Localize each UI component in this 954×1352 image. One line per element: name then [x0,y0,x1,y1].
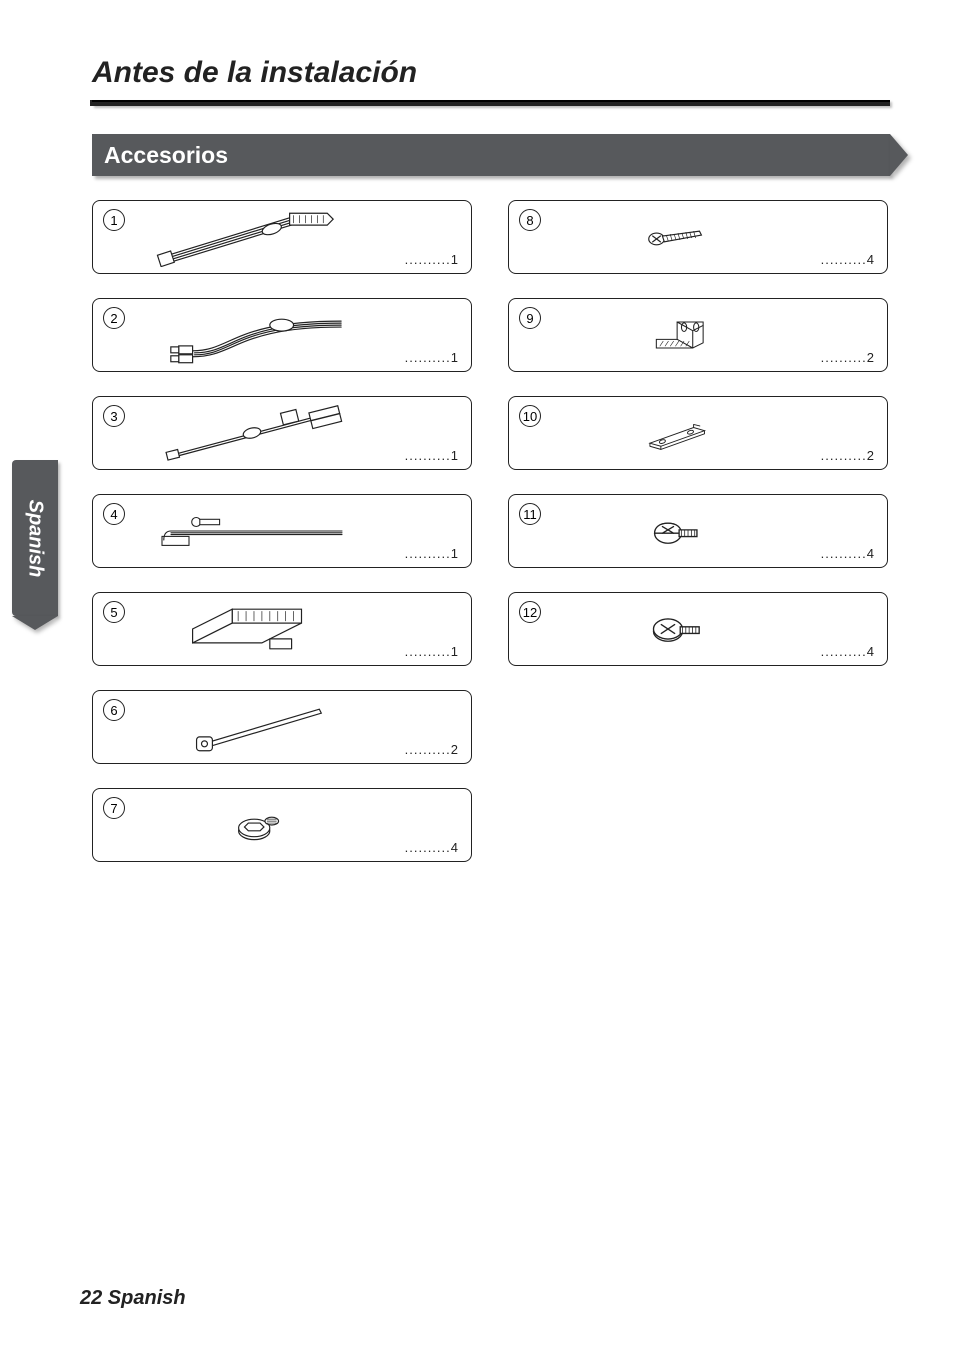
accessory-columns: 1 ..........1 2 [92,200,890,862]
accessory-card: 3 ..........1 [92,396,472,470]
item-qty: ..........4 [821,644,875,659]
flat-cable-icon [153,501,351,561]
item-qty: ..........1 [405,644,459,659]
item-badge: 7 [103,797,125,819]
harness-cable-icon [153,207,351,267]
accessory-card: 11 ..........4 [508,494,888,568]
item-qty: ..........4 [821,252,875,267]
item-badge: 3 [103,405,125,427]
item-badge: 12 [519,601,541,623]
item-qty: ..........1 [405,448,459,463]
item-badge: 2 [103,307,125,329]
section-label: Accesorios [92,142,228,169]
accessory-card: 8 ..........4 [508,200,888,274]
flat-bracket-icon [639,403,717,463]
language-sidetab: Spanish [12,460,58,616]
item-badge: 10 [519,405,541,427]
item-badge: 9 [519,307,541,329]
accessory-card: 10 ..........2 [508,396,888,470]
accessory-card: 5 ..........1 [92,592,472,666]
item-qty: ..........1 [405,350,459,365]
page: Antes de la instalación Accesorios Spani… [0,0,954,1352]
roundhead-screw-icon [639,501,717,561]
page-title: Antes de la instalación [92,56,890,90]
rca-cable-icon [153,305,351,365]
item-badge: 5 [103,601,125,623]
item-qty: ..........2 [821,448,875,463]
mounting-sleeve-icon [153,599,351,659]
accessory-card: 1 ..........1 [92,200,472,274]
sidetab-text: Spanish [24,499,47,577]
accessory-card: 12 ..........4 [508,592,888,666]
item-qty: ..........4 [821,546,875,561]
col-left: 1 ..........1 2 [92,200,472,862]
accessory-card: 2 ..........1 [92,298,472,372]
ext-cable-icon [153,403,351,463]
removal-key-icon [153,697,351,757]
item-badge: 8 [519,209,541,231]
item-qty: ..........1 [405,546,459,561]
accessory-card: 7 ..........4 [92,788,472,862]
item-badge: 11 [519,503,541,525]
title-rule [92,100,890,106]
section-bar: Accesorios [92,134,890,176]
hex-bolt-icon [223,795,301,855]
item-badge: 4 [103,503,125,525]
item-badge: 6 [103,699,125,721]
accessory-card: 9 ..........2 [508,298,888,372]
item-qty: ..........2 [405,742,459,757]
flathead-screw-icon [639,599,717,659]
item-badge: 1 [103,209,125,231]
item-qty: ..........1 [405,252,459,267]
l-bracket-icon [639,305,717,365]
page-footer: 22 Spanish [80,1287,186,1310]
accessory-card: 4 ..........1 [92,494,472,568]
item-qty: ..........2 [821,350,875,365]
accessory-card: 6 ..........2 [92,690,472,764]
item-qty: ..........4 [405,840,459,855]
tapping-screw-icon [639,207,717,267]
col-right: 8 ..........4 9 [508,200,888,862]
